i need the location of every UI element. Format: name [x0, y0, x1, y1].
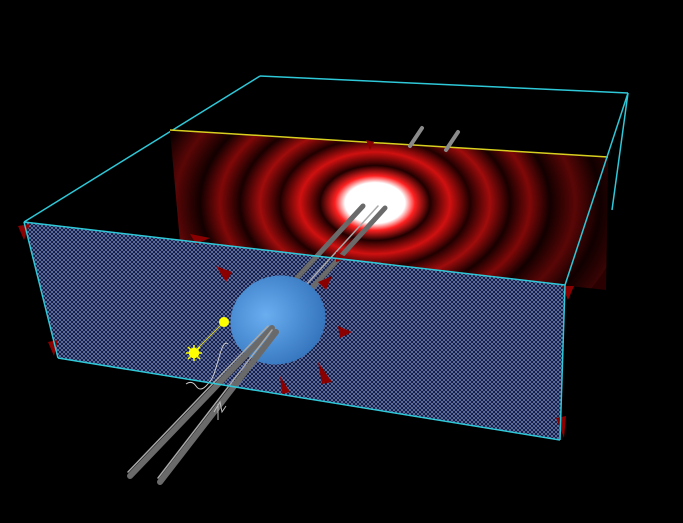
cone-handle-icon[interactable]: [318, 276, 332, 290]
cone-handle-icon[interactable]: [280, 376, 290, 394]
cone-handle-icon[interactable]: [216, 266, 232, 282]
sun-icon[interactable]: [186, 345, 202, 361]
bounding-box-front: [23, 92, 629, 441]
rod-middle: [292, 203, 388, 291]
yellow-ball-icon[interactable]: [219, 317, 229, 327]
squiggle-icon: [185, 342, 229, 390]
screen-top-edge: [169, 129, 609, 158]
cone-handle-icon[interactable]: [336, 252, 348, 262]
cone-handle-icon[interactable]: [18, 224, 30, 240]
cone-handle-icon[interactable]: [338, 326, 352, 338]
cone-handle-icon[interactable]: [318, 362, 332, 384]
cone-handle-icon[interactable]: [48, 340, 58, 356]
light-source[interactable]: [185, 317, 229, 420]
rod-behind: [408, 126, 460, 152]
squiggle-icon: [213, 400, 227, 420]
bounding-box-back: [23, 75, 629, 223]
cone-handle-icon[interactable]: [366, 140, 374, 150]
